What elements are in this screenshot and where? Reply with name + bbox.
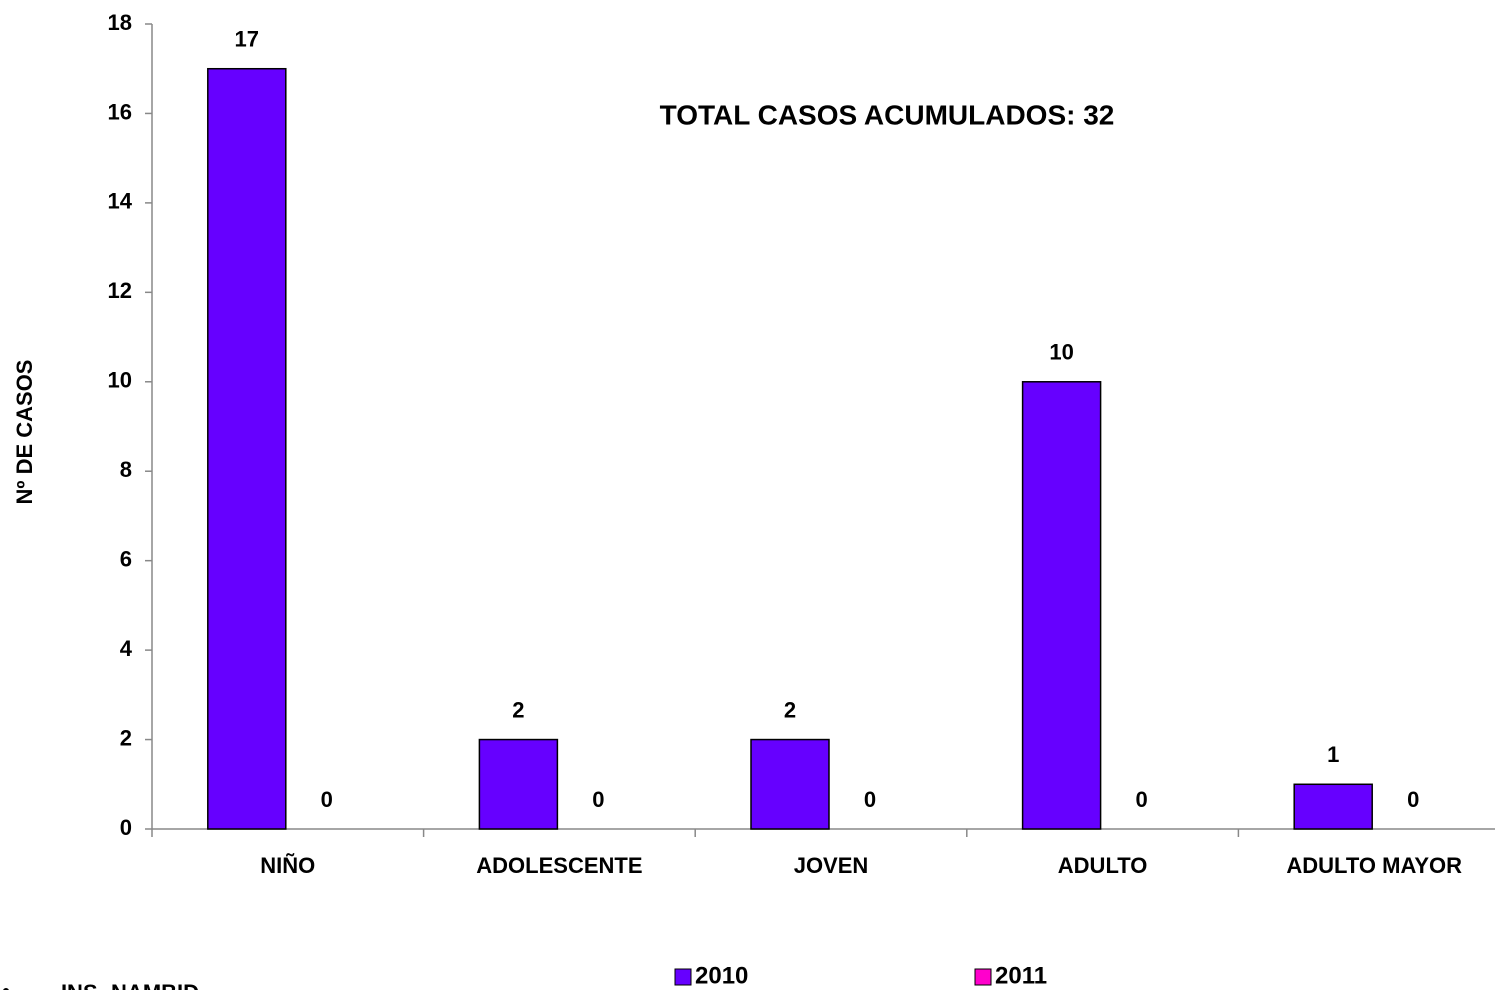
bar [750, 738, 830, 830]
bar [1021, 381, 1102, 830]
legend-label: 2011 [995, 962, 1047, 989]
y-tick-label: 8 [120, 457, 132, 482]
value-label: 2 [512, 697, 524, 722]
legend-swatch [674, 968, 692, 986]
legend-label: 2010 [695, 962, 748, 989]
x-tick-label: ADULTO MAYOR [1286, 853, 1462, 878]
bar [1293, 783, 1373, 830]
y-tick-label: 10 [108, 368, 132, 393]
y-tick-label: 14 [108, 189, 133, 214]
legend-swatch [974, 968, 992, 986]
y-tick-label: 4 [120, 636, 133, 661]
value-label: 2 [784, 697, 796, 722]
x-tick-label: JOVEN [794, 853, 869, 878]
x-tick-label: NIÑO [260, 853, 315, 878]
y-axis-title: Nº DE CASOS [12, 360, 37, 505]
bar [207, 67, 287, 830]
value-label: 0 [592, 787, 604, 812]
y-tick-label: 18 [108, 10, 132, 35]
y-tick-label: 2 [120, 725, 132, 750]
value-label: 1 [1327, 742, 1339, 767]
x-tick-label: ADOLESCENTE [476, 853, 642, 878]
y-tick-label: 12 [108, 278, 132, 303]
value-label: 0 [321, 787, 333, 812]
value-label: 0 [1407, 787, 1419, 812]
bar [478, 738, 559, 830]
value-label: 17 [235, 27, 259, 52]
value-label: 0 [864, 787, 876, 812]
value-label: 0 [1135, 787, 1147, 812]
annotation: TOTAL CASOS ACUMULADOS: 32 [660, 99, 1115, 130]
x-tick-label: ADULTO [1058, 853, 1148, 878]
value-label: 10 [1049, 340, 1073, 365]
source: INS- NAMBID [61, 980, 199, 990]
y-tick-label: 6 [120, 546, 132, 571]
y-tick-label: 16 [108, 99, 132, 124]
y-tick-label: 0 [120, 815, 132, 840]
